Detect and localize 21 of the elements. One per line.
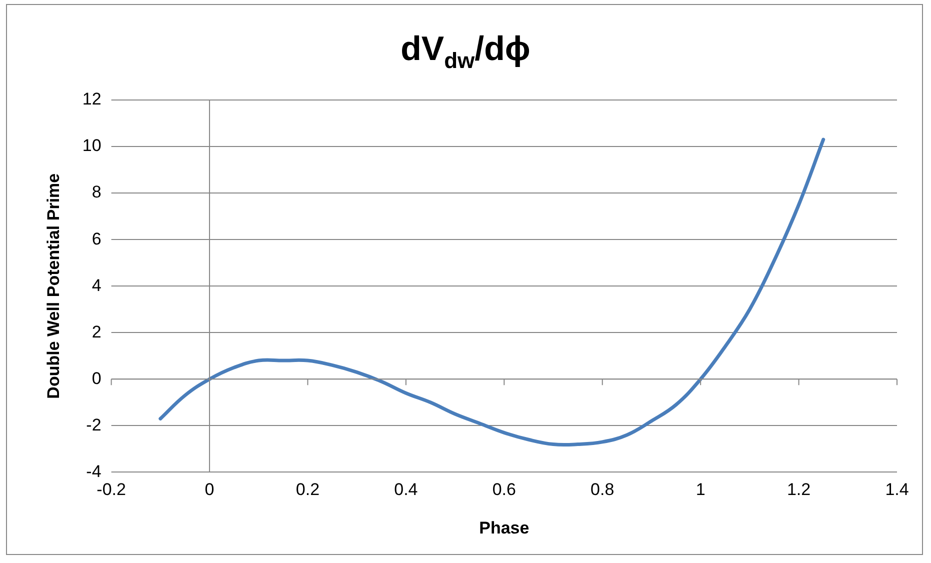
y-tick-label: 2 [92, 322, 102, 342]
chart-title: dV$_{dw}$/dϕ [400, 30, 532, 74]
x-tick-label: 1.4 [885, 480, 909, 500]
x-tick-label: 1 [696, 480, 706, 500]
x-tick-label: 0.2 [296, 480, 320, 500]
y-tick-label: 12 [82, 90, 102, 109]
y-tick-label: 6 [92, 229, 102, 248]
x-tick-label: 0.6 [492, 480, 516, 500]
x-axis-title: Phase [479, 518, 530, 538]
y-tick-label: 10 [82, 136, 102, 156]
x-tick-label: -0.2 [96, 480, 126, 500]
y-tick-label: -2 [86, 415, 102, 434]
y-tick-label: 8 [92, 182, 102, 202]
y-axis-title: Double Well Potential Prime [44, 173, 63, 399]
x-tick-label: 1.2 [786, 480, 811, 500]
y-tick-label: 0 [92, 368, 102, 388]
y-tick-label: 4 [92, 276, 102, 295]
x-tick-label: 0.4 [394, 480, 418, 500]
y-tick-label: -4 [86, 462, 102, 481]
x-tick-label: 0.8 [590, 480, 614, 500]
x-tick-label: 0 [204, 480, 214, 500]
